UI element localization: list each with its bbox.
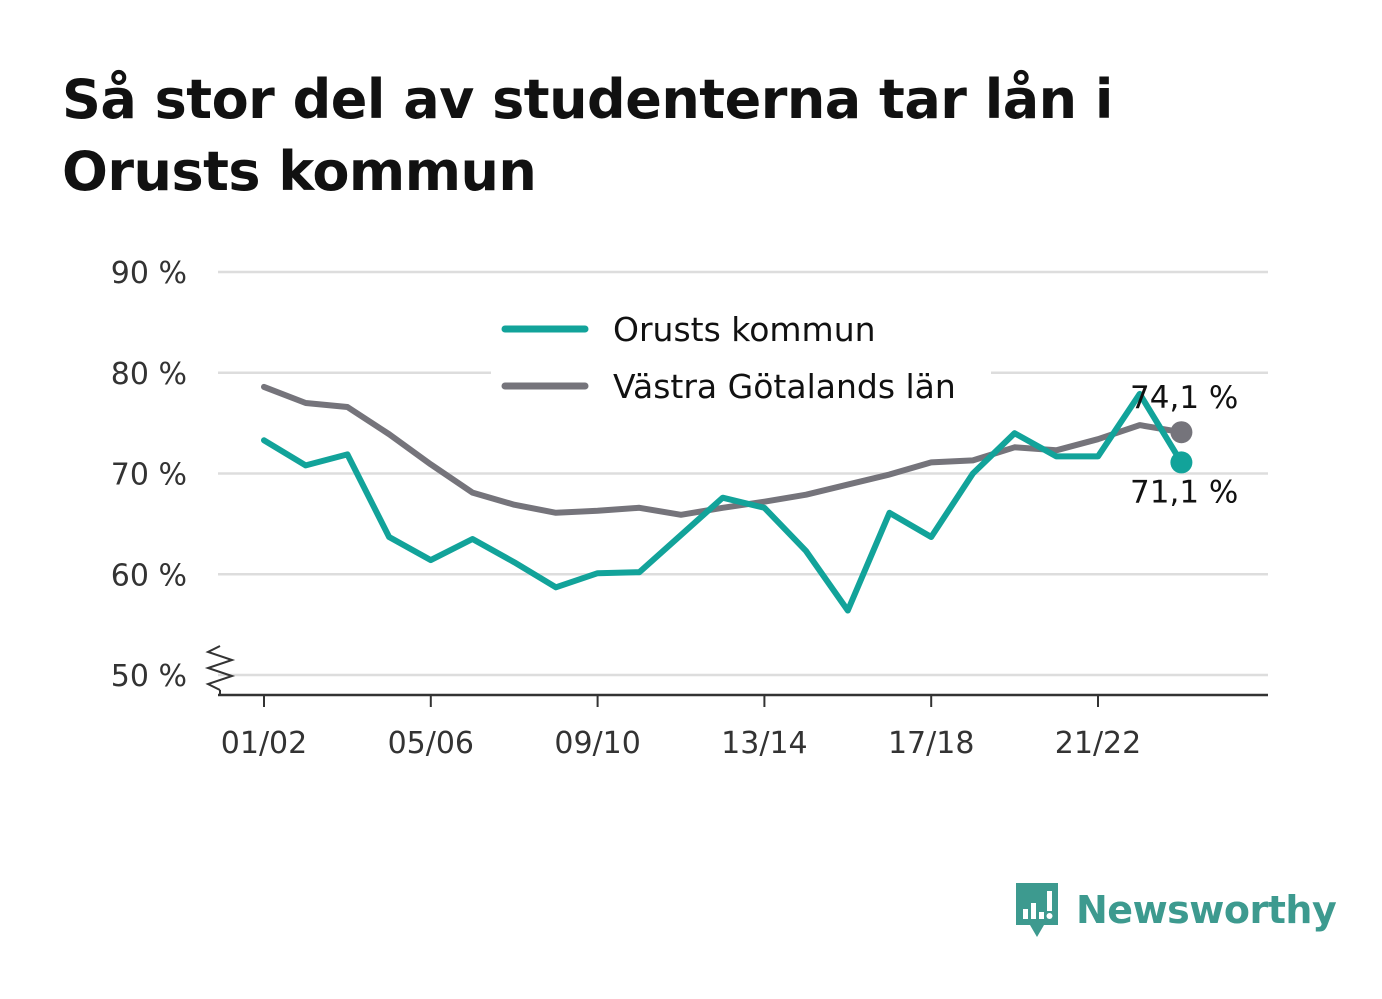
y-tick-label: 50 %	[111, 659, 187, 694]
series-end-point-0	[1170, 451, 1193, 474]
y-tick-label: 60 %	[111, 558, 187, 593]
chart-title: Så stor del av studenterna tar lån i Oru…	[62, 68, 1113, 203]
y-tick-label: 80 %	[111, 357, 187, 392]
legend-bg	[491, 356, 991, 408]
x-axis: 01/02 05/06 09/10 13/14 17/18 21/22	[218, 693, 1268, 761]
y-axis: 50 % 60 % 70 % 80 % 90 %	[111, 256, 236, 695]
legend: Orusts kommun Västra Götalands län	[491, 299, 991, 408]
y-tick-label: 70 %	[111, 458, 187, 493]
end-label-primary: 71,1 %	[1130, 474, 1238, 510]
end-labels: 74,1 % 71,1 %	[1130, 380, 1238, 510]
x-tick-label: 13/14	[721, 726, 807, 761]
brand-name: Newsworthy	[1076, 888, 1337, 932]
series-line-0	[261, 390, 1185, 614]
x-tick-label: 17/18	[888, 726, 974, 761]
brand-logo: Newsworthy	[1012, 878, 1337, 942]
axis-break-icon	[204, 645, 236, 691]
x-tick-label: 09/10	[554, 726, 640, 761]
series-line-1	[261, 383, 1185, 518]
series-lines	[261, 383, 1193, 614]
legend-bg	[491, 299, 991, 351]
legend-label-0: Orusts kommun	[613, 310, 876, 349]
y-tick-label: 90 %	[111, 256, 187, 291]
grid-lines	[218, 270, 1268, 677]
x-tick-label: 21/22	[1055, 726, 1141, 761]
end-label-secondary: 74,1 %	[1130, 380, 1238, 416]
legend-label-1: Västra Götalands län	[613, 367, 956, 406]
series-end-point-1	[1170, 421, 1193, 444]
newsworthy-logo-icon	[1016, 883, 1058, 937]
x-tick-label: 01/02	[221, 726, 307, 761]
x-tick-label: 05/06	[388, 726, 474, 761]
